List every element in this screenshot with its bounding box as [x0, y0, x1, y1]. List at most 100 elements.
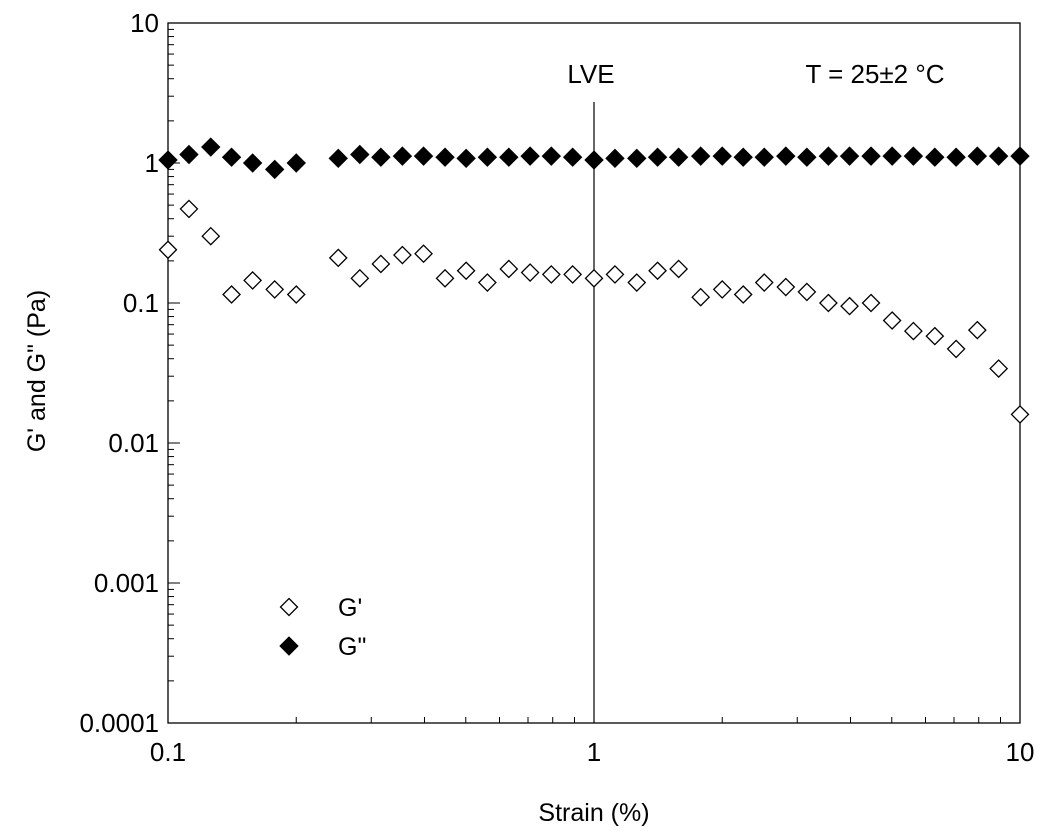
g-prime-point [841, 298, 858, 315]
g-prime-point [756, 274, 773, 291]
g-double-prime-point [372, 148, 390, 166]
g-double-prime-point [329, 149, 347, 167]
g-prime-point [905, 323, 922, 340]
g-double-prime-point [819, 147, 837, 165]
g-double-prime-point [926, 148, 944, 166]
g-double-prime-point [500, 148, 518, 166]
g-prime-point [798, 283, 815, 300]
g-prime-point [522, 264, 539, 281]
g-prime-point [777, 279, 794, 296]
g-prime-point [223, 286, 240, 303]
g-prime-point [649, 262, 666, 279]
g-double-prime-point [713, 147, 731, 165]
g-double-prime-point [478, 148, 496, 166]
y-tick-label: 0.01 [108, 428, 159, 458]
y-tick-label: 0.1 [123, 288, 159, 318]
g-prime-point [266, 281, 283, 298]
legend-label-g-double-prime: G" [338, 633, 366, 661]
y-tick-label: 0.001 [94, 568, 159, 598]
g-prime-point [180, 200, 197, 217]
g-double-prime-point [883, 147, 901, 165]
g-double-prime-point [777, 147, 795, 165]
g-double-prime-point [798, 148, 816, 166]
g-prime-point [543, 266, 560, 283]
g-double-prime-point [692, 147, 710, 165]
g-double-prime-point [947, 148, 965, 166]
g-prime-point [160, 241, 177, 258]
g-double-prime-point [223, 148, 241, 166]
g-prime-point [670, 260, 687, 277]
g-double-prime-point [990, 147, 1008, 165]
g-double-prime-point [606, 149, 624, 167]
g-prime-point [948, 340, 965, 357]
g-double-prime-point [862, 147, 880, 165]
g-double-prime-point [244, 154, 262, 172]
g-double-prime-point [180, 146, 198, 164]
g-prime-point [990, 360, 1007, 377]
g-double-prime-point [436, 148, 454, 166]
g-double-prime-point [1011, 147, 1029, 165]
g-double-prime-point [542, 147, 560, 165]
g-double-prime-point [734, 148, 752, 166]
g-double-prime-point [585, 151, 603, 169]
g-double-prime-point [457, 149, 475, 167]
g-prime-point [372, 255, 389, 272]
g-prime-point [330, 249, 347, 266]
g-double-prime-point [564, 148, 582, 166]
g-prime-point [394, 247, 411, 264]
tick-labels: 0.1 1 10 0.0001 0.001 0.01 0.1 1 10 [79, 8, 1034, 767]
legend: G' G" [280, 594, 366, 661]
g-double-prime-point [351, 146, 369, 164]
g-prime-point [628, 274, 645, 291]
y-tick-label: 10 [130, 8, 159, 38]
legend-marker-g-prime [281, 599, 298, 616]
g-prime-point [202, 228, 219, 245]
g-prime-point [244, 272, 261, 289]
g-double-prime-point [159, 151, 177, 169]
g-prime-point [606, 266, 623, 283]
lve-label: LVE [567, 59, 614, 89]
g-prime-point [863, 295, 880, 312]
g-prime-point [735, 286, 752, 303]
g-prime-point [458, 262, 475, 279]
g-prime-point [692, 289, 709, 306]
temperature-label: T = 25±2 °C [805, 59, 944, 89]
g-prime-point [820, 295, 837, 312]
g-double-prime-point [841, 147, 859, 165]
g-prime-point [564, 266, 581, 283]
g-prime-point [415, 245, 432, 262]
y-tick-label: 0.0001 [79, 708, 159, 738]
g-double-prime-point [649, 148, 667, 166]
y-tick-label: 1 [145, 148, 159, 178]
legend-marker-g-double-prime [280, 637, 298, 655]
g-double-prime-point [266, 160, 284, 178]
x-tick-label: 1 [587, 737, 601, 767]
g-double-prime-point [670, 148, 688, 166]
g-prime-point [1012, 406, 1029, 423]
g-prime-point [351, 270, 368, 287]
y-axis-title: G' and G" (Pa) [23, 290, 51, 452]
g-double-prime-point [755, 148, 773, 166]
g-prime-point [437, 270, 454, 287]
legend-filled-diamond [280, 637, 298, 655]
legend-open-diamond [281, 599, 298, 616]
x-tick-label: 10 [1006, 737, 1035, 767]
g-double-prime-point [393, 147, 411, 165]
g-prime-point [884, 312, 901, 329]
g-prime-point [586, 270, 603, 287]
g-double-prime-point [521, 147, 539, 165]
g-double-prime-point [202, 138, 220, 156]
g-double-prime-point [968, 147, 986, 165]
g-prime-point [479, 274, 496, 291]
g-double-prime-point [628, 149, 646, 167]
g-prime-point [969, 322, 986, 339]
g-prime-point [500, 260, 517, 277]
g-prime-point [926, 328, 943, 345]
g-double-prime-point [287, 154, 305, 172]
x-tick-label: 0.1 [150, 737, 186, 767]
g-double-prime-point [904, 147, 922, 165]
g-double-prime-point [415, 147, 433, 165]
g-prime-point [714, 281, 731, 298]
g-prime-point [288, 286, 305, 303]
